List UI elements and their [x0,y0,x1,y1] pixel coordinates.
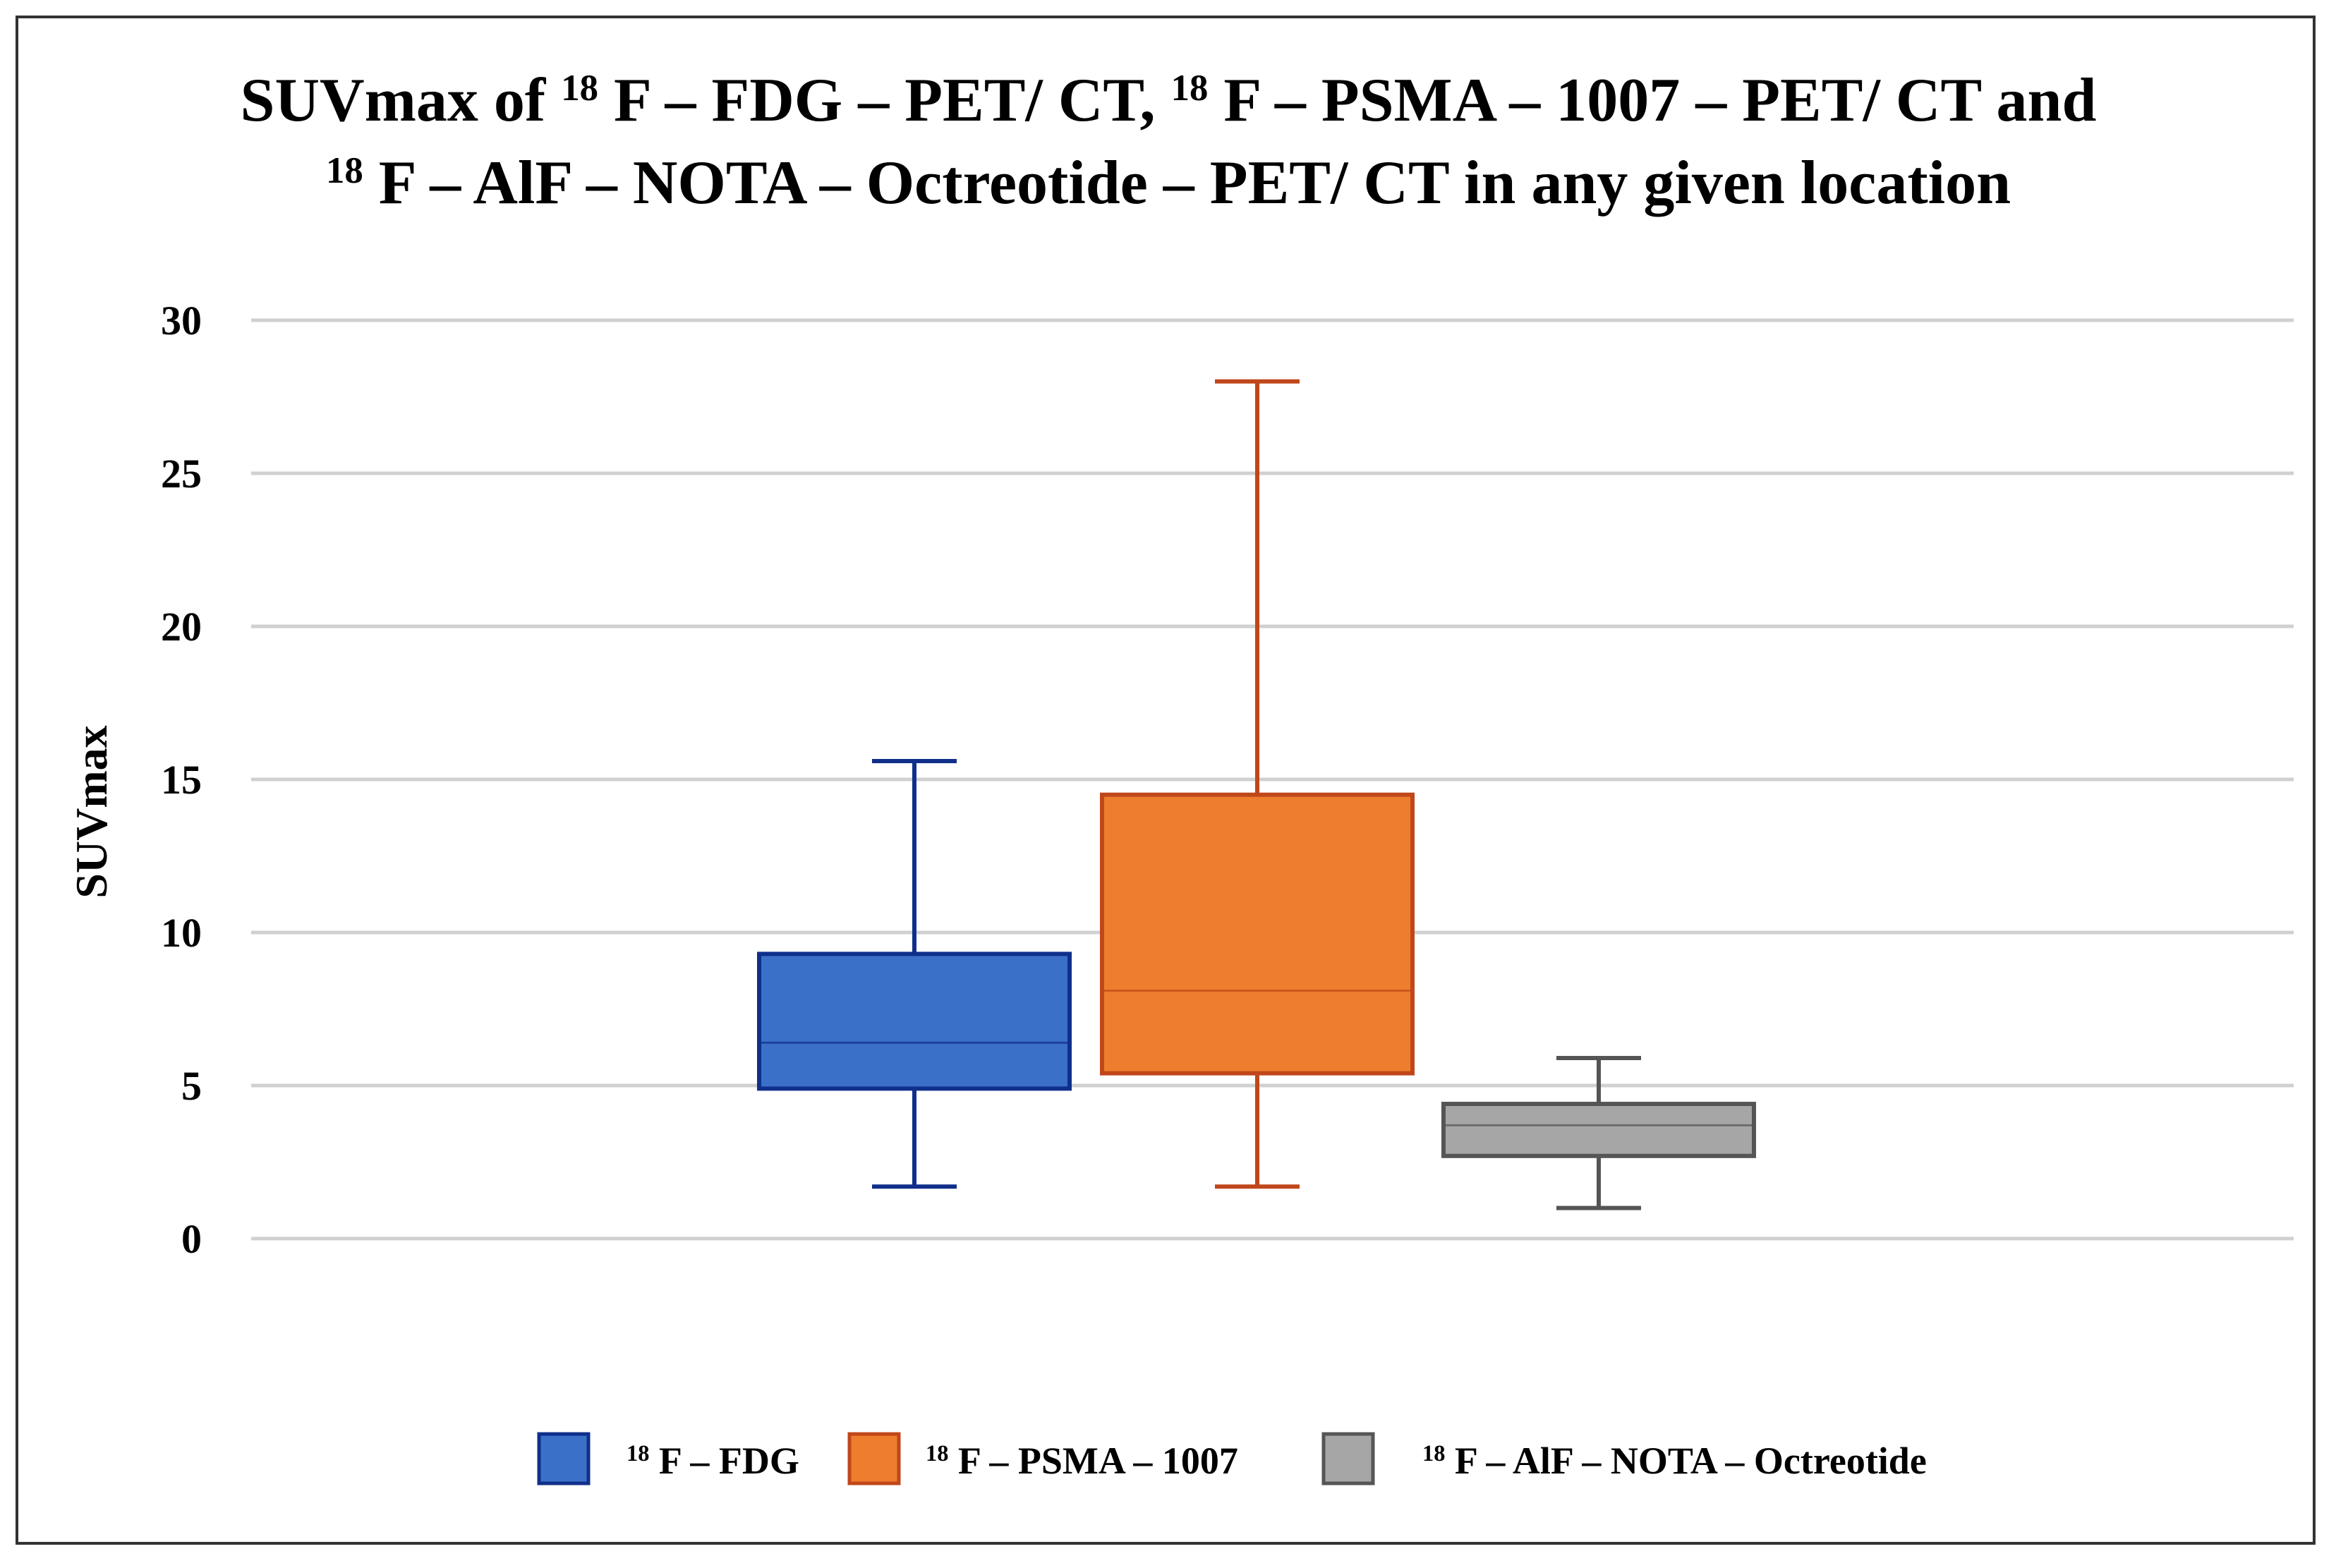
legend-label: 18 F – FDG [627,1440,799,1482]
box-iqr [757,952,1072,1091]
legend-swatch [537,1432,591,1485]
chart-title-line-2: 18 F – AlF – NOTA – Octreotide – PET/ CT… [326,149,2011,217]
legend-item-3: 18 F – AlF – NOTA – Octreotide [1321,1432,1927,1485]
y-axis-ticks: 0 5 10 15 20 25 30 [161,298,202,1262]
boxplot-chart: SUVmax of 18 F – FDG – PET/ CT, 18 F – P… [66,66,2294,1485]
gridlines [251,318,2294,1241]
legend-label: 18 F – AlF – NOTA – Octreotide [1422,1440,1927,1482]
box-series-1 [757,758,1072,1189]
y-tick-label-5: 5 [181,1063,202,1109]
y-tick-label-15: 15 [161,757,202,803]
legend-swatch [1321,1432,1375,1485]
legend-label-3-run-1: F – AlF – NOTA – Octreotide [1445,1440,1926,1482]
legend-item-1: 18 F – FDG [537,1432,799,1485]
y-tick-label-0: 0 [181,1216,202,1262]
legend-label-1-run-0: 18 [627,1441,649,1466]
legend-label-2-run-1: F – PSMA – 1007 [948,1440,1237,1482]
chart-title-line-1-run-4: F – PSMA – 1007 – PET/ CT and [1208,66,2096,135]
legend-swatch [847,1432,901,1485]
chart-title: SUVmax of 18 F – FDG – PET/ CT, 18 F – P… [241,66,2097,217]
legend-label-2-run-0: 18 [926,1441,948,1466]
legend: 18 F – FDG 18 F – PSMA – 1007 18 F – AlF –… [537,1432,1927,1485]
legend-label-3-run-0: 18 [1422,1441,1445,1466]
chart-title-line-1-run-3: 18 [1171,68,1209,109]
y-tick-label-20: 20 [161,604,202,650]
legend-item-2: 18 F – PSMA – 1007 [847,1432,1238,1485]
y-tick-label-30: 30 [161,298,202,344]
box-series-2 [1100,379,1415,1189]
y-tick-label-10: 10 [161,910,202,956]
chart-title-line-2-run-0: 18 [326,150,363,191]
box-iqr [1100,792,1415,1076]
box-series-3 [1441,1055,1756,1210]
chart-title-line-2-run-1: F – AlF – NOTA – Octreotide – PET/ CT in… [363,149,2011,217]
box-iqr [1441,1102,1756,1158]
chart-title-line-1: SUVmax of 18 F – FDG – PET/ CT, 18 F – P… [241,66,2097,135]
legend-label-1-run-1: F – FDG [649,1440,799,1482]
chart-title-line-1-run-2: F – FDG – PET/ CT, [598,66,1171,135]
y-axis-label: SUVmax [66,725,116,898]
box-series [757,379,1756,1210]
chart-title-line-1-run-1: 18 [561,68,598,109]
y-tick-label-25: 25 [161,451,202,497]
legend-label: 18 F – PSMA – 1007 [926,1440,1238,1482]
chart-frame: SUVmax of 18 F – FDG – PET/ CT, 18 F – P… [16,16,2316,1545]
chart-title-line-1-run-0: SUVmax of [241,66,562,135]
